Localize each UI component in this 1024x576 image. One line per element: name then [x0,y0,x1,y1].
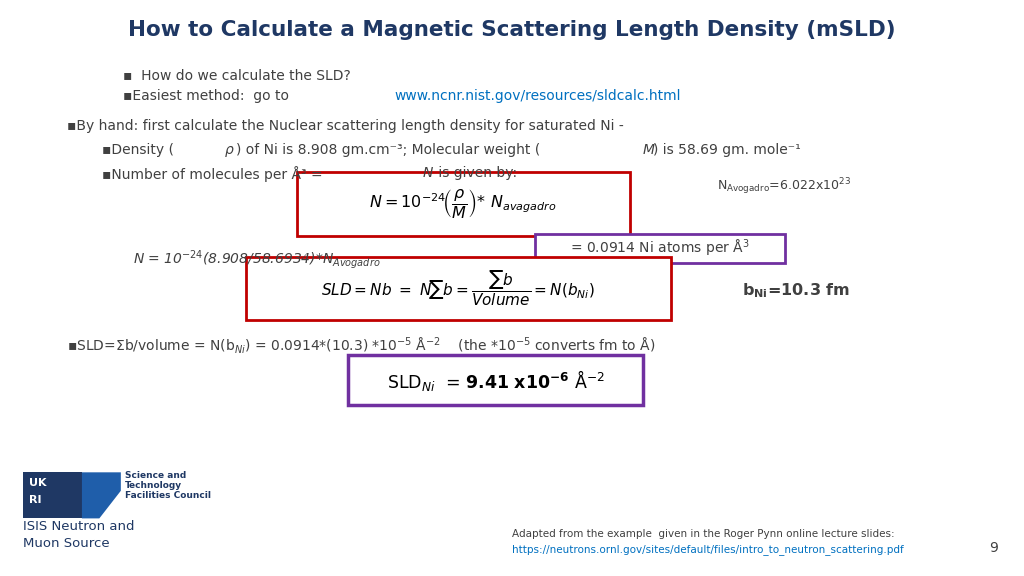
Text: $\mathbf{b_{Ni}}$=10.3 fm: $\mathbf{b_{Ni}}$=10.3 fm [742,282,851,300]
Text: ) of Ni is 8.908 gm.cm⁻³; Molecular weight (: ) of Ni is 8.908 gm.cm⁻³; Molecular weig… [236,143,540,157]
Text: UK: UK [29,478,46,488]
Bar [23,472,82,518]
Text: Facilities Council: Facilities Council [125,491,211,500]
Text: ▪Easiest method:  go to: ▪Easiest method: go to [123,89,293,103]
Text: ρ: ρ [225,143,234,157]
FancyBboxPatch shape [535,234,785,263]
Text: $N$ = 10$^{-24}$(8.908/58.6934)*$N_{Avogadro}$: $N$ = 10$^{-24}$(8.908/58.6934)*$N_{Avog… [133,248,381,271]
Text: ▪Number of molecules per Å³ =: ▪Number of molecules per Å³ = [102,166,328,182]
Text: Muon Source: Muon Source [23,537,110,550]
Text: SLD$_{Ni}$  = $\mathbf{9.41\ x10^{-6}\ \rm\AA^{-2}}$: SLD$_{Ni}$ = $\mathbf{9.41\ x10^{-6}\ \r… [387,367,604,393]
FancyBboxPatch shape [348,355,643,405]
Text: N: N [423,166,433,180]
Text: ▪  How do we calculate the SLD?: ▪ How do we calculate the SLD? [123,69,350,83]
Text: 9: 9 [989,541,998,555]
FancyBboxPatch shape [297,172,630,236]
Text: $SLD = Nb\ =\ N\!\sum b = \dfrac{\sum b}{Volume} = N(b_{Ni})$: $SLD = Nb\ =\ N\!\sum b = \dfrac{\sum b}… [322,268,595,309]
Text: How to Calculate a Magnetic Scattering Length Density (mSLD): How to Calculate a Magnetic Scattering L… [128,20,896,40]
Text: N$_{\rm Avogadro}$=6.022x10$^{23}$: N$_{\rm Avogadro}$=6.022x10$^{23}$ [717,177,851,198]
Text: ) is 58.69 gm. mole⁻¹: ) is 58.69 gm. mole⁻¹ [653,143,801,157]
Polygon shape [82,472,121,518]
Text: ▪Density (: ▪Density ( [102,143,174,157]
Text: ▪By hand: first calculate the Nuclear scattering length density for saturated Ni: ▪By hand: first calculate the Nuclear sc… [67,119,624,133]
Text: RI: RI [29,495,41,505]
Text: Science and: Science and [125,471,186,480]
Text: $N = 10^{-24}\!\left(\dfrac{\rho}{M}\right)\!*\, N_{avagadro}$: $N = 10^{-24}\!\left(\dfrac{\rho}{M}\rig… [370,187,557,221]
Text: is given by:: is given by: [434,166,517,180]
Text: www.ncnr.nist.gov/resources/sldcalc.html: www.ncnr.nist.gov/resources/sldcalc.html [394,89,681,103]
Text: M: M [643,143,655,157]
Text: Technology: Technology [125,481,182,490]
FancyBboxPatch shape [246,257,671,320]
Text: Adapted from the example  given in the Roger Pynn online lecture slides:: Adapted from the example given in the Ro… [512,529,895,539]
Text: = 0.0914 Ni atoms per $\rm\AA^3$: = 0.0914 Ni atoms per $\rm\AA^3$ [570,238,750,259]
Text: https://neutrons.ornl.gov/sites/default/files/intro_to_neutron_scattering.pdf: https://neutrons.ornl.gov/sites/default/… [512,544,904,555]
Text: ▪SLD=Σb/volume = N(b$_{Ni}$) = 0.0914*(10.3) *10$^{-5}$ Å$^{-2}$    (the *10$^{-: ▪SLD=Σb/volume = N(b$_{Ni}$) = 0.0914*(1… [67,335,655,356]
Text: ISIS Neutron and: ISIS Neutron and [23,520,134,533]
